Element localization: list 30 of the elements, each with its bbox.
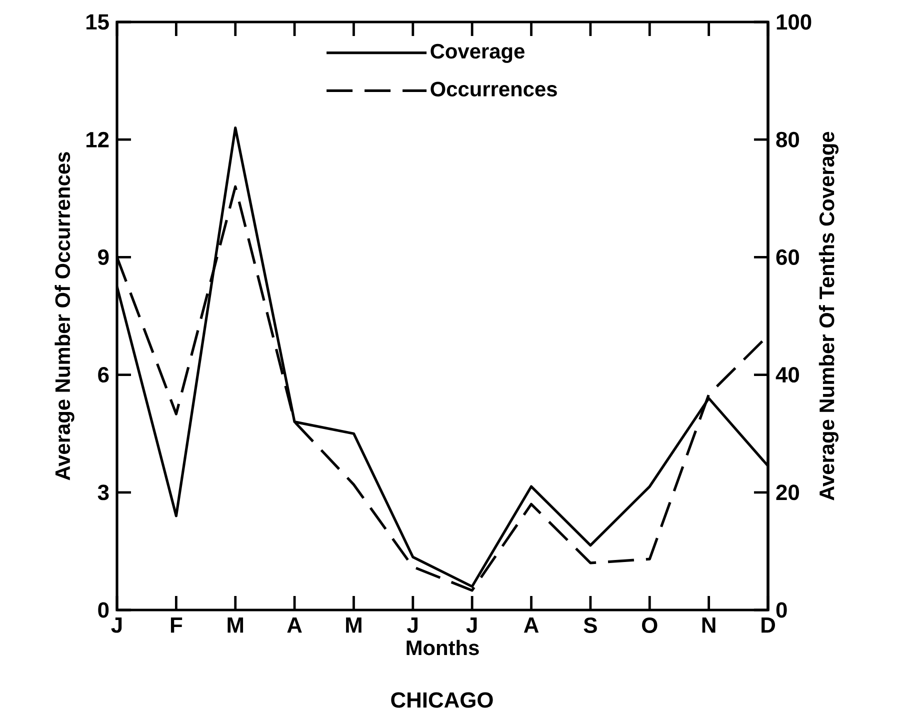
text: CHICAGO bbox=[391, 692, 493, 708]
x-tick-label: J bbox=[407, 618, 418, 633]
y-tick-label: 0 bbox=[98, 602, 109, 618]
y2-tick-label: 40 bbox=[776, 367, 799, 383]
y-tick-label: 9 bbox=[98, 249, 109, 265]
x-tick-label: A bbox=[287, 618, 302, 633]
x-tick-label: J bbox=[466, 618, 477, 633]
y2-tick-label: 100 bbox=[776, 14, 812, 30]
x-tick-label: D bbox=[762, 618, 775, 633]
y2-tick-label: 20 bbox=[776, 484, 799, 500]
y2-tick-label: 60 bbox=[776, 249, 799, 265]
y-tick-label: 12 bbox=[86, 132, 109, 148]
legend-label: Coverage bbox=[430, 44, 524, 63]
x-tick-label: M bbox=[346, 618, 362, 633]
y2-tick-label: 0 bbox=[776, 602, 787, 618]
x-tick-label: J bbox=[111, 618, 122, 633]
legend-label: Occurrences bbox=[430, 82, 557, 97]
y-axis-title: Average Number Of Occurrences bbox=[54, 152, 74, 480]
x-tick-label: N bbox=[702, 618, 716, 633]
x-tick-label: O bbox=[642, 617, 658, 634]
y2-axis-title: Average Number Of Tenths Coverage bbox=[818, 132, 838, 500]
x-tick-label: M bbox=[228, 618, 244, 633]
y-tick-label: 6 bbox=[98, 367, 109, 383]
y-tick-label: 15 bbox=[86, 14, 109, 30]
y2-tick-label: 80 bbox=[776, 132, 799, 148]
x-axis-title: Months bbox=[406, 640, 479, 656]
x-tick-label: A bbox=[524, 618, 539, 633]
y-tick-label: 3 bbox=[98, 484, 109, 500]
x-tick-label: S bbox=[584, 617, 597, 634]
x-tick-label: F bbox=[170, 618, 182, 633]
